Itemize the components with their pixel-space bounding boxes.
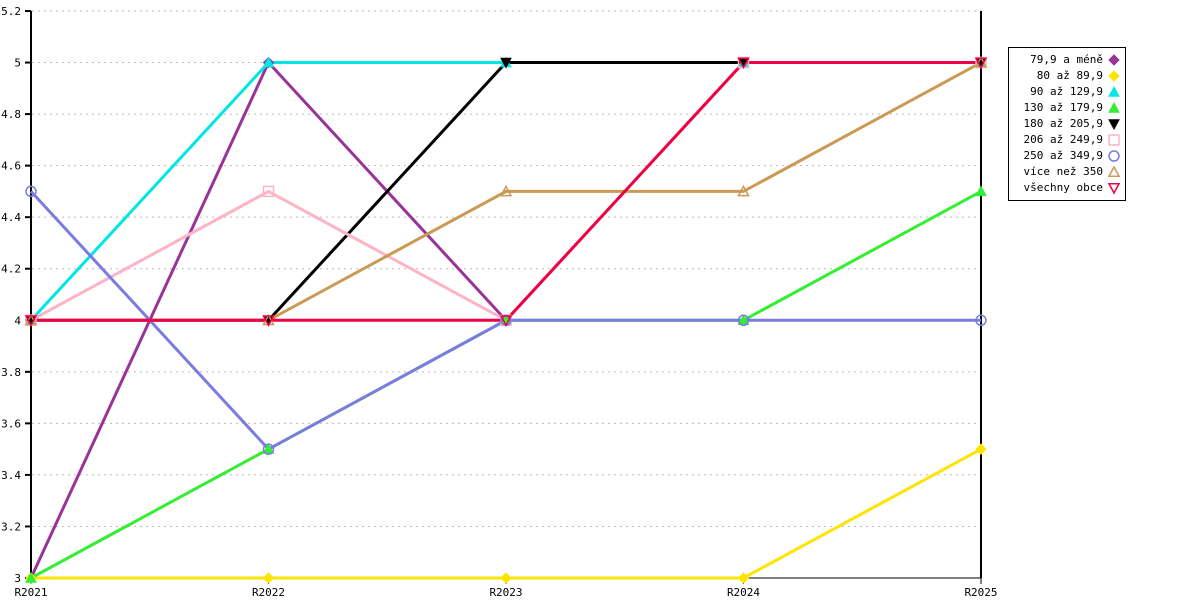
data-point-marker: [262, 56, 275, 68]
legend-item-label: 180 až 205,9: [1023, 117, 1103, 130]
data-point-marker: [975, 314, 987, 327]
data-point-markers: [24, 55, 988, 584]
legend-marker-glyph: [1108, 54, 1120, 66]
legend-item-label: 250 až 349,9: [1023, 149, 1103, 162]
series-line: [31, 447, 982, 580]
legend-marker-glyph: [1107, 165, 1121, 177]
y-axis-tick-labels: 3 3.2 3.4 3.6 3.8 4 4.2 4.4 4.6 4.8 5 5.2: [1, 5, 21, 585]
data-point-marker: [25, 571, 37, 583]
legend-item-label: 79,9 a méně: [1030, 53, 1103, 66]
legend-marker-glyph: [1108, 134, 1120, 146]
legend-item-label: všechny obce: [1023, 181, 1103, 194]
data-point-marker: [500, 57, 512, 69]
data-point-marker: [737, 57, 750, 70]
legend-marker-square-icon: [1108, 134, 1120, 146]
legend-item[interactable]: všechny obce: [1013, 180, 1121, 196]
x-axis: [30, 11, 982, 584]
legend-marker-glyph: [1108, 150, 1120, 162]
legend-marker-glyph: [1108, 70, 1120, 82]
y-tick-label: 5: [14, 57, 21, 70]
data-point-marker: [262, 185, 275, 198]
legend-item-label: 90 až 129,9: [1030, 85, 1103, 98]
y-tick-label: 3.2: [1, 520, 21, 533]
data-point-marker: [975, 185, 987, 197]
y-tick-label: 4: [14, 314, 21, 327]
legend-marker-triangle-up-icon: [1108, 85, 1120, 97]
legend-item[interactable]: 250 až 349,9: [1013, 148, 1121, 164]
data-point-marker: [975, 443, 987, 455]
legend-item-label: více než 350: [1023, 165, 1103, 178]
legend-marker-diamond-icon: [1108, 54, 1120, 66]
y-tick-label: 4.4: [1, 211, 21, 224]
y-tick-label: 4.2: [1, 263, 21, 276]
x-axis-tick-labels: R2021 R2022 R2023 R2024 R2025: [14, 586, 997, 599]
legend-item[interactable]: 90 až 129,9: [1013, 84, 1121, 100]
legend-marker-triangle-down-icon: [1107, 183, 1121, 195]
data-point-marker: [262, 443, 275, 455]
legend-marker-glyph: [1107, 183, 1121, 195]
data-point-marker: [737, 572, 750, 584]
legend-item-label: 130 až 179,9: [1023, 101, 1103, 114]
series-line: [31, 61, 982, 322]
y-tick-label: 4.6: [1, 160, 21, 173]
chart-legend: 79,9 a méně 80 až 89,9 90 až 129,9 130 až 1…: [1008, 47, 1126, 201]
data-point-marker: [974, 57, 988, 70]
legend-item[interactable]: 80 až 89,9: [1013, 68, 1121, 84]
legend-marker-glyph: [1108, 85, 1120, 97]
legend-marker-triangle-up-icon: [1108, 101, 1120, 113]
legend-item[interactable]: 180 až 205,9: [1013, 116, 1121, 132]
legend-marker-circle-icon: [1108, 150, 1120, 162]
y-tick-label: 4.8: [1, 108, 21, 121]
legend-item-label: 206 až 249,9: [1023, 133, 1103, 146]
legend-marker-triangle-down-icon: [1108, 119, 1120, 131]
legend-item[interactable]: 130 až 179,9: [1013, 100, 1121, 116]
y-tick-label: 3.8: [1, 366, 21, 379]
y-tick-label: 3.6: [1, 417, 21, 430]
grid-lines: [32, 10, 981, 579]
data-point-marker: [25, 185, 37, 198]
legend-marker-diamond-icon: [1108, 70, 1120, 82]
x-tick-label: R2025: [964, 586, 997, 599]
legend-item[interactable]: více než 350: [1013, 164, 1121, 180]
series-line: [30, 190, 982, 580]
x-tick-label: R2024: [727, 586, 760, 599]
legend-item[interactable]: 79,9 a méně: [1013, 52, 1121, 68]
legend-item[interactable]: 206 až 249,9: [1013, 132, 1121, 148]
y-tick-label: 3.4: [1, 469, 21, 482]
data-point-marker: [24, 315, 38, 327]
data-point-marker: [499, 315, 513, 327]
data-point-marker: [737, 184, 750, 197]
y-tick-label: 5.2: [1, 5, 21, 18]
y-axis: [25, 10, 32, 579]
legend-marker-triangle-up-icon: [1107, 165, 1121, 177]
legend-marker-glyph: [1108, 101, 1120, 113]
x-tick-label: R2021: [14, 586, 47, 599]
legend-marker-glyph: [1108, 119, 1120, 131]
y-tick-label: 3: [14, 572, 21, 585]
data-point-marker: [262, 315, 275, 327]
x-tick-label: R2023: [489, 586, 522, 599]
data-point-marker: [737, 314, 750, 327]
data-point-marker: [499, 184, 513, 197]
data-point-marker: [500, 572, 512, 584]
data-point-marker: [262, 572, 275, 584]
legend-item-label: 80 až 89,9: [1036, 69, 1103, 82]
x-tick-label: R2022: [252, 586, 285, 599]
